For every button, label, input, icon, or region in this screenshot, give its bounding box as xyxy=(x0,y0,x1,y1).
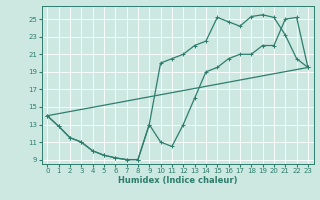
X-axis label: Humidex (Indice chaleur): Humidex (Indice chaleur) xyxy=(118,176,237,185)
